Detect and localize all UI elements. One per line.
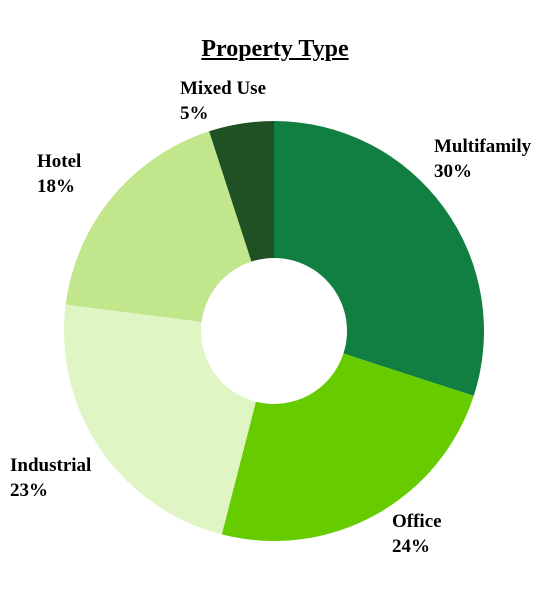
- slice-label-category: Mixed Use: [180, 78, 267, 99]
- slice-mixed-use: [209, 121, 274, 262]
- slice-label-value: 30%: [434, 161, 472, 182]
- slice-hotel: [65, 131, 252, 322]
- slice-label-value: 18%: [37, 176, 75, 197]
- slice-multifamily: [274, 121, 484, 396]
- chart-title: Property Type: [201, 36, 349, 62]
- slice-label-value: 23%: [10, 480, 48, 501]
- slice-label-value: 5%: [180, 103, 209, 124]
- slice-office: [221, 353, 474, 541]
- slice-label-industrial: Industrial 23%: [10, 453, 91, 503]
- slice-industrial: [63, 304, 256, 535]
- slice-label-category: Office: [392, 511, 442, 532]
- slice-label-value: 24%: [392, 536, 430, 557]
- slice-label-office: Office 24%: [392, 509, 442, 559]
- slice-label-category: Hotel: [37, 151, 82, 172]
- slice-label-category: Multifamily: [434, 136, 532, 157]
- slice-label-hotel: Hotel 18%: [37, 149, 81, 199]
- slice-label-category: Industrial: [10, 455, 92, 476]
- slice-label-mixed-use: Mixed Use 5%: [180, 76, 266, 126]
- slice-label-multifamily: Multifamily 30%: [434, 134, 531, 184]
